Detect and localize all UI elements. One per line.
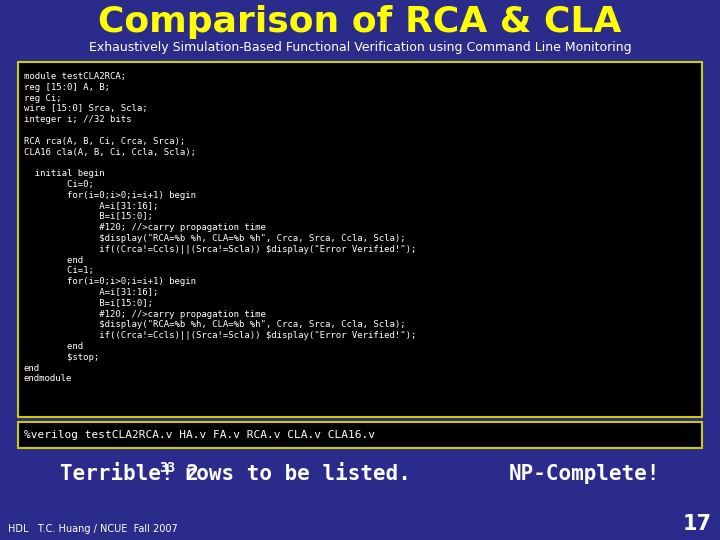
Text: Exhaustively Simulation-Based Functional Verification using Command Line Monitor: Exhaustively Simulation-Based Functional… [89, 42, 631, 55]
Text: $stop;: $stop; [24, 353, 99, 362]
Text: for(i=0;i>0;i=i+1) begin: for(i=0;i>0;i=i+1) begin [24, 277, 196, 286]
Text: reg Ci;: reg Ci; [24, 93, 62, 103]
Text: CLA16 cla(A, B, Ci, Ccla, Scla);: CLA16 cla(A, B, Ci, Ccla, Scla); [24, 147, 196, 157]
Text: Ci=0;: Ci=0; [24, 180, 94, 189]
Text: for(i=0;i>0;i=i+1) begin: for(i=0;i>0;i=i+1) begin [24, 191, 196, 200]
Text: NP-Complete!: NP-Complete! [508, 464, 660, 484]
Text: end: end [24, 342, 83, 351]
Text: #120; //>carry propagation time: #120; //>carry propagation time [24, 309, 266, 319]
Text: rows to be listed.: rows to be listed. [171, 464, 410, 484]
Text: RCA rca(A, B, Ci, Crca, Srca);: RCA rca(A, B, Ci, Crca, Srca); [24, 137, 185, 146]
Text: A=i[31:16];: A=i[31:16]; [24, 288, 158, 297]
Text: #120; //>carry propagation time: #120; //>carry propagation time [24, 223, 266, 232]
Text: 17: 17 [683, 514, 712, 534]
Text: if((Crca!=Ccls)||(Srca!=Scla)) $display("Error Verified!");: if((Crca!=Ccls)||(Srca!=Scla)) $display(… [24, 245, 416, 254]
Text: 33: 33 [159, 461, 175, 475]
FancyBboxPatch shape [18, 62, 702, 417]
FancyBboxPatch shape [18, 422, 702, 448]
Text: endmodule: endmodule [24, 374, 73, 383]
Text: integer i; //32 bits: integer i; //32 bits [24, 115, 132, 124]
Text: initial begin: initial begin [24, 169, 104, 178]
Text: end: end [24, 363, 40, 373]
Text: $display("RCA=%b %h, CLA=%b %h", Crca, Srca, Ccla, Scla);: $display("RCA=%b %h, CLA=%b %h", Crca, S… [24, 234, 405, 243]
Text: module testCLA2RCA;: module testCLA2RCA; [24, 72, 126, 81]
Text: wire [15:0] Srca, Scla;: wire [15:0] Srca, Scla; [24, 104, 148, 113]
Text: B=i[15:0];: B=i[15:0]; [24, 212, 153, 221]
Text: Ci=1;: Ci=1; [24, 266, 94, 275]
Text: Comparison of RCA & CLA: Comparison of RCA & CLA [99, 5, 621, 39]
Text: end: end [24, 255, 83, 265]
Text: B=i[15:0];: B=i[15:0]; [24, 299, 153, 308]
Text: HDL   T.C. Huang / NCUE  Fall 2007: HDL T.C. Huang / NCUE Fall 2007 [8, 524, 178, 534]
Text: Terrible! 2: Terrible! 2 [60, 464, 199, 484]
Text: reg [15:0] A, B;: reg [15:0] A, B; [24, 83, 110, 92]
Text: if((Crca!=Ccls)||(Srca!=Scla)) $display("Error Verified!");: if((Crca!=Ccls)||(Srca!=Scla)) $display(… [24, 331, 416, 340]
Text: $display("RCA=%b %h, CLA=%b %h", Crca, Srca, Ccla, Scla);: $display("RCA=%b %h, CLA=%b %h", Crca, S… [24, 320, 405, 329]
Text: A=i[31:16];: A=i[31:16]; [24, 201, 158, 211]
Text: %verilog testCLA2RCA.v HA.v FA.v RCA.v CLA.v CLA16.v: %verilog testCLA2RCA.v HA.v FA.v RCA.v C… [24, 430, 375, 440]
